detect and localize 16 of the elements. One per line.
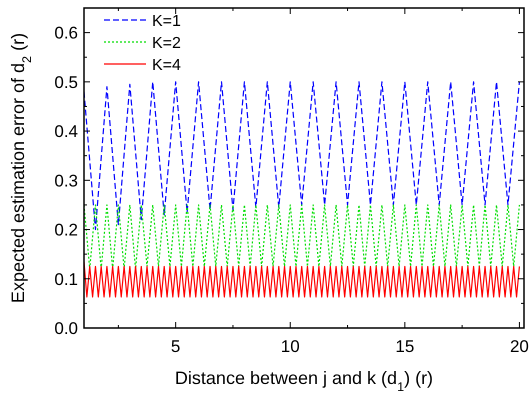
x-tick-label: 5 [170, 337, 180, 356]
y-tick-label: 0.3 [54, 171, 78, 190]
y-tick-label: 0.4 [54, 122, 78, 142]
y-tick-label: 0.6 [54, 24, 78, 43]
legend-label: K=2 [152, 35, 182, 52]
y-tick-label: 0.5 [54, 72, 78, 92]
y-tick-label: 0.1 [54, 270, 78, 289]
x-tick-label: 15 [395, 337, 414, 356]
legend-label: K=1 [152, 13, 182, 30]
y-tick-label: 0.0 [54, 319, 78, 338]
x-axis-title: Distance between j and k (d$_{1}$) (r) [174, 368, 434, 394]
line-series [84, 81, 520, 230]
legend-label: K=4 [152, 57, 182, 74]
x-tick-label: 10 [280, 337, 300, 356]
y-tick-label: 0.2 [54, 220, 78, 240]
x-tick-label: 20 [510, 337, 529, 356]
